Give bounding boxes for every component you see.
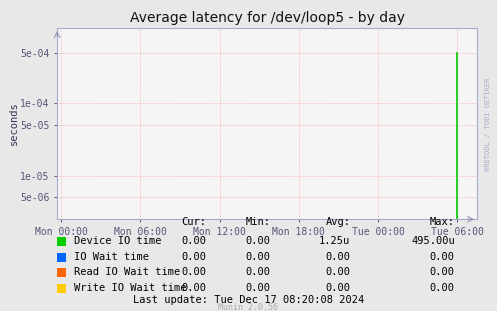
Text: 0.00: 0.00 bbox=[246, 236, 271, 246]
Text: Avg:: Avg: bbox=[326, 217, 350, 227]
Text: RRDTOOL / TOBI OETIKER: RRDTOOL / TOBI OETIKER bbox=[485, 78, 491, 171]
Text: Cur:: Cur: bbox=[181, 217, 206, 227]
Text: Max:: Max: bbox=[430, 217, 455, 227]
Text: Min:: Min: bbox=[246, 217, 271, 227]
Text: 0.00: 0.00 bbox=[326, 283, 350, 293]
Text: 0.00: 0.00 bbox=[430, 267, 455, 277]
Text: IO Wait time: IO Wait time bbox=[74, 252, 149, 262]
Text: 0.00: 0.00 bbox=[246, 267, 271, 277]
Title: Average latency for /dev/loop5 - by day: Average latency for /dev/loop5 - by day bbox=[130, 12, 405, 26]
Text: 495.00u: 495.00u bbox=[411, 236, 455, 246]
Text: 0.00: 0.00 bbox=[181, 283, 206, 293]
Text: 0.00: 0.00 bbox=[326, 267, 350, 277]
Text: 0.00: 0.00 bbox=[430, 283, 455, 293]
Text: Last update: Tue Dec 17 08:20:08 2024: Last update: Tue Dec 17 08:20:08 2024 bbox=[133, 295, 364, 305]
Text: 0.00: 0.00 bbox=[181, 236, 206, 246]
Text: Device IO time: Device IO time bbox=[74, 236, 161, 246]
Text: 0.00: 0.00 bbox=[246, 283, 271, 293]
Text: Read IO Wait time: Read IO Wait time bbox=[74, 267, 180, 277]
Text: 0.00: 0.00 bbox=[326, 252, 350, 262]
Text: 0.00: 0.00 bbox=[181, 252, 206, 262]
Text: 0.00: 0.00 bbox=[181, 267, 206, 277]
Text: 0.00: 0.00 bbox=[246, 252, 271, 262]
Text: 0.00: 0.00 bbox=[430, 252, 455, 262]
Text: Munin 2.0.56: Munin 2.0.56 bbox=[219, 303, 278, 311]
Y-axis label: seconds: seconds bbox=[9, 102, 19, 146]
Text: Write IO Wait time: Write IO Wait time bbox=[74, 283, 186, 293]
Text: 1.25u: 1.25u bbox=[319, 236, 350, 246]
